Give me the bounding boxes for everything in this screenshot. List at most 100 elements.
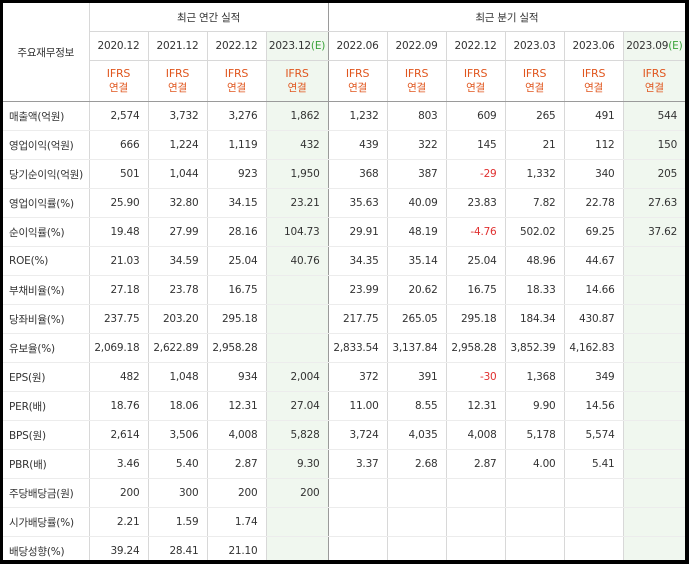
value-cell: 217.75 — [327, 304, 388, 334]
value-cell: 203.20 — [147, 304, 207, 334]
table-row: 시가배당률(%) 2.21 1.59 1.74 — [3, 507, 685, 537]
value-cell: 21 — [504, 130, 565, 160]
table-row: 당기순이익(억원) 501 1,044 923 1,950 368 387 -29 1,332 3… — [3, 159, 685, 189]
value-cell: 48.19 — [386, 217, 447, 247]
value-cell: 3,732 — [147, 101, 207, 131]
ifrs-top-label: IFRS — [285, 67, 309, 80]
period-header: 2023.12(E) — [265, 31, 329, 61]
table-row: EPS(원) 482 1,048 934 2,004 372 391 -30 1,368 349 — [3, 362, 685, 392]
value-cell: 34.35 — [327, 246, 388, 276]
value-cell: 23.99 — [327, 275, 388, 305]
value-cell: 205 — [622, 159, 685, 189]
value-cell: 391 — [386, 362, 447, 392]
value-cell — [265, 333, 329, 363]
value-cell: 23.21 — [265, 188, 329, 218]
value-cell: 21.03 — [88, 246, 148, 276]
value-cell — [622, 333, 685, 363]
table-body: 매출액(억원) 2,574 3,732 3,276 1,862 1,232 803 609 26… — [3, 101, 685, 560]
value-cell: -30 — [445, 362, 506, 392]
value-cell: 295.18 — [445, 304, 506, 334]
period-label: 2023.06 — [572, 40, 615, 52]
row-label: ROE(%) — [3, 246, 89, 276]
value-cell: 12.31 — [445, 391, 506, 421]
value-cell: 28.16 — [206, 217, 266, 247]
value-cell: 439 — [327, 130, 388, 160]
value-cell — [622, 507, 685, 537]
corner-label: 주요재무정보 — [3, 3, 89, 102]
value-cell — [622, 391, 685, 421]
value-cell: 387 — [386, 159, 447, 189]
value-cell — [622, 304, 685, 334]
ifrs-label: IFRS 연결 — [147, 60, 207, 102]
financial-table: 주요재무정보 최근 연간 실적 최근 분기 실적 2020.12 2021.12 2… — [3, 3, 685, 560]
value-cell: 501 — [88, 159, 148, 189]
value-cell: 502.02 — [504, 217, 565, 247]
period-header: 2022.12 — [445, 31, 506, 61]
value-cell: 2,574 — [88, 101, 148, 131]
ifrs-label: IFRS 연결 — [386, 60, 447, 102]
ifrs-bottom-label: 연결 — [407, 82, 426, 94]
value-cell: 322 — [386, 130, 447, 160]
period-header: 2023.09(E) — [622, 31, 685, 61]
row-label: BPS(원) — [3, 420, 89, 450]
value-cell: 300 — [147, 478, 207, 508]
value-cell — [622, 246, 685, 276]
value-cell: 23.83 — [445, 188, 506, 218]
value-cell: 200 — [88, 478, 148, 508]
value-cell: 2,004 — [265, 362, 329, 392]
ifrs-bottom-label: 연결 — [584, 82, 603, 94]
value-cell: 3,276 — [206, 101, 266, 131]
value-cell: 2.87 — [445, 449, 506, 479]
value-cell — [445, 478, 506, 508]
table-row: 배당성향(%) 39.24 28.41 21.10 — [3, 536, 685, 560]
row-label: 당기순이익(억원) — [3, 159, 89, 189]
ifrs-label: IFRS 연결 — [563, 60, 624, 102]
value-cell — [386, 478, 447, 508]
table-row: 매출액(억원) 2,574 3,732 3,276 1,862 1,232 803 609 26… — [3, 101, 685, 131]
period-label: 2020.12 — [97, 40, 140, 52]
value-cell: 1,044 — [147, 159, 207, 189]
value-cell: 1,224 — [147, 130, 207, 160]
ifrs-label: IFRS 연결 — [622, 60, 685, 102]
quarterly-group-header: 최근 분기 실적 — [327, 3, 685, 32]
value-cell: 5.41 — [563, 449, 624, 479]
row-label: 부채비율(%) — [3, 275, 89, 305]
value-cell: -4.76 — [445, 217, 506, 247]
ifrs-label: IFRS 연결 — [504, 60, 565, 102]
value-cell: 265.05 — [386, 304, 447, 334]
value-cell: 2,958.28 — [206, 333, 266, 363]
value-cell: 803 — [386, 101, 447, 131]
value-cell: 482 — [88, 362, 148, 392]
value-cell: 3,852.39 — [504, 333, 565, 363]
value-cell: 27.04 — [265, 391, 329, 421]
period-label: 2022.09 — [395, 40, 438, 52]
value-cell — [504, 507, 565, 537]
value-cell — [386, 507, 447, 537]
value-cell — [265, 507, 329, 537]
ifrs-top-label: IFRS — [165, 67, 190, 80]
table-row: ROE(%) 21.03 34.59 25.04 40.76 34.35 35.14 25.0… — [3, 246, 685, 276]
ifrs-top-label: IFRS — [581, 67, 606, 80]
table-row: BPS(원) 2,614 3,506 4,008 5,828 3,724 4,035 4,00… — [3, 420, 685, 450]
value-cell: 2.21 — [88, 507, 148, 537]
value-cell: 1,332 — [504, 159, 565, 189]
value-cell: 1,950 — [265, 159, 329, 189]
value-cell — [622, 536, 685, 560]
value-cell — [563, 536, 624, 560]
period-header: 2022.12 — [206, 31, 266, 61]
row-label: 순이익률(%) — [3, 217, 89, 247]
value-cell — [265, 304, 329, 334]
value-cell: 432 — [265, 130, 329, 160]
period-label: 2022.06 — [336, 40, 379, 52]
ifrs-label: IFRS 연결 — [206, 60, 266, 102]
value-cell: 145 — [445, 130, 506, 160]
value-cell — [622, 449, 685, 479]
value-cell: 19.48 — [88, 217, 148, 247]
value-cell: 18.06 — [147, 391, 207, 421]
value-cell: 25.90 — [88, 188, 148, 218]
value-cell: 11.00 — [327, 391, 388, 421]
value-cell: 4,162.83 — [563, 333, 624, 363]
value-cell — [622, 275, 685, 305]
value-cell — [327, 507, 388, 537]
value-cell: 14.56 — [563, 391, 624, 421]
